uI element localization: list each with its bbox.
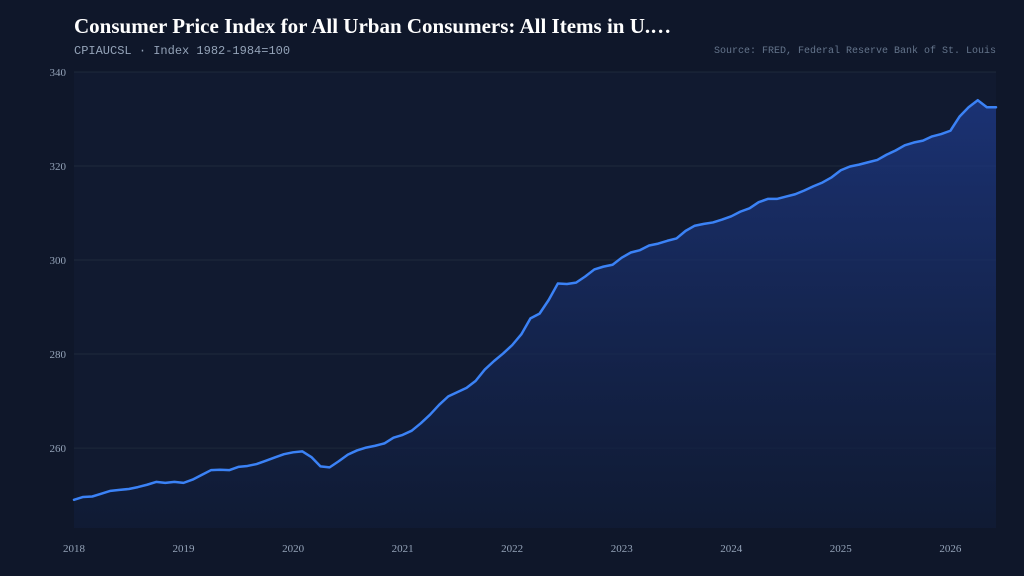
y-tick-label: 260 <box>50 443 67 455</box>
y-tick-label: 280 <box>50 349 67 361</box>
units-label: Index 1982-1984=100 <box>153 44 291 58</box>
series-id: CPIAUCSL <box>74 44 132 58</box>
x-tick-label: 2018 <box>63 543 86 555</box>
series-area-fill <box>74 100 996 529</box>
series-line <box>72 98 998 502</box>
area-layer <box>72 98 998 529</box>
x-tick-label: 2020 <box>282 543 305 555</box>
x-tick-label: 2019 <box>173 543 196 555</box>
x-tick-label: 2022 <box>501 543 523 555</box>
chart-subtitle: CPIAUCSL · Index 1982-1984=100 <box>74 44 290 58</box>
subtitle-separator: · <box>138 44 147 58</box>
y-tick-label: 340 <box>50 67 67 79</box>
chart-title: Consumer Price Index for All Urban Consu… <box>74 14 672 38</box>
x-tick-label: 2025 <box>830 543 853 555</box>
x-tick-label: 2023 <box>611 543 634 555</box>
x-tick-label: 2024 <box>720 543 743 555</box>
x-tick-label: 2026 <box>939 543 962 555</box>
x-tick-label: 2021 <box>392 543 414 555</box>
y-tick-label: 300 <box>50 255 67 267</box>
source-note: Source: FRED, Federal Reserve Bank of St… <box>713 46 996 57</box>
axis-layer: 260 280 300 320 340 2018 2019 2020 2021 2022 2023 2… <box>50 67 962 555</box>
y-tick-label: 320 <box>50 161 67 173</box>
